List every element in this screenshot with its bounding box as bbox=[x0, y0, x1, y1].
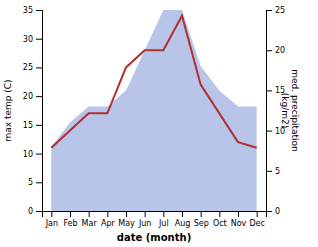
tick: Feb bbox=[63, 211, 77, 228]
tick-mark bbox=[36, 125, 42, 126]
tick-mark bbox=[70, 211, 71, 217]
tick-mark bbox=[266, 171, 272, 172]
tick-label: Dec bbox=[249, 219, 264, 228]
tick-mark bbox=[145, 211, 146, 217]
tick-label: 35 bbox=[23, 6, 33, 15]
tick-label: Apr bbox=[101, 219, 116, 228]
y-axis-title: max temp (C) bbox=[3, 79, 13, 141]
line bbox=[51, 16, 256, 148]
tick: Jul bbox=[158, 211, 169, 228]
tick: 5 bbox=[28, 178, 42, 187]
tick: 0 bbox=[28, 207, 42, 216]
tick: Oct bbox=[213, 211, 227, 228]
tick-label: 5 bbox=[275, 167, 280, 176]
tick: 25 bbox=[266, 6, 285, 15]
tick-mark bbox=[257, 211, 258, 217]
tick: 15 bbox=[23, 121, 42, 130]
tick: May bbox=[118, 211, 135, 228]
tick-label: Aug bbox=[175, 219, 191, 228]
tick-label: Mar bbox=[82, 219, 98, 228]
area bbox=[51, 10, 256, 211]
tick: 25 bbox=[23, 63, 42, 72]
tick: 0 bbox=[266, 207, 280, 216]
tick-label: Jan bbox=[45, 219, 58, 228]
tick: Jun bbox=[138, 211, 152, 228]
tick-label: Jun bbox=[138, 219, 152, 228]
tick: Dec bbox=[249, 211, 264, 228]
plot: Jan Feb MarAprMayJun Jul AugSep Oct NovDec 0 5 10… bbox=[23, 6, 285, 228]
y-axis: 0 5 10 15 20 25 30 35 bbox=[23, 6, 43, 216]
tick-mark bbox=[36, 182, 42, 183]
tick-label: Jul bbox=[158, 219, 169, 228]
tick-mark bbox=[36, 39, 42, 40]
tick-mark bbox=[89, 211, 90, 217]
tick-mark bbox=[266, 131, 272, 132]
tick-label: Oct bbox=[213, 219, 227, 228]
tick: Jan bbox=[45, 211, 58, 228]
tick: Nov bbox=[231, 211, 247, 228]
tick-label: 20 bbox=[23, 92, 33, 101]
tick-label: 5 bbox=[28, 178, 33, 187]
tick-label: 25 bbox=[23, 63, 33, 72]
tick: 20 bbox=[23, 92, 42, 101]
axis-line bbox=[267, 11, 273, 212]
tick-label: Sep bbox=[194, 219, 209, 228]
chart: Jan Feb MarAprMayJun Jul AugSep Oct NovDec 0 5 10… bbox=[0, 0, 318, 247]
tick-mark bbox=[201, 211, 202, 217]
tick: Sep bbox=[194, 211, 209, 228]
tick-mark bbox=[36, 154, 42, 155]
tick-mark bbox=[266, 50, 272, 51]
tick-label: 20 bbox=[275, 46, 285, 55]
tick-mark bbox=[36, 10, 42, 11]
tick-label: Nov bbox=[231, 219, 247, 228]
tick: Mar bbox=[82, 211, 98, 228]
tick-mark bbox=[219, 211, 220, 217]
x-axis: Jan Feb MarAprMayJun Jul AugSep Oct NovDec bbox=[43, 211, 267, 228]
tick: 20 bbox=[266, 46, 285, 55]
tick: Aug bbox=[175, 211, 191, 228]
tick-label: 0 bbox=[28, 207, 33, 216]
x-axis-title: date (month) bbox=[117, 232, 191, 243]
tick-mark bbox=[36, 211, 42, 212]
axis-line bbox=[43, 212, 267, 218]
tick-label: 10 bbox=[23, 150, 33, 159]
tick-mark bbox=[182, 211, 183, 217]
y2-axis-title: med. precipitation(kg/m2) bbox=[280, 69, 300, 151]
tick-mark bbox=[36, 67, 42, 68]
tick-mark bbox=[163, 211, 164, 217]
tick-label: 30 bbox=[23, 35, 33, 44]
tick: 35 bbox=[23, 6, 42, 15]
tick-label: Feb bbox=[63, 219, 77, 228]
tick-label: 25 bbox=[275, 6, 285, 15]
axis-line bbox=[36, 11, 43, 212]
tick: 10 bbox=[23, 150, 42, 159]
tick-label: 15 bbox=[23, 121, 33, 130]
title-line: (kg/m2) bbox=[280, 93, 290, 128]
tick-mark bbox=[51, 211, 52, 217]
tick-mark bbox=[266, 90, 272, 91]
tick: 30 bbox=[23, 35, 42, 44]
tick: Apr bbox=[101, 211, 116, 228]
tick-label: 0 bbox=[275, 207, 280, 216]
title-line: med. precipitation bbox=[290, 69, 300, 151]
tick-mark bbox=[36, 96, 42, 97]
tick-mark bbox=[107, 211, 108, 217]
tick-mark bbox=[266, 10, 272, 11]
tick-label: May bbox=[118, 219, 135, 228]
tick-mark bbox=[266, 211, 272, 212]
marks bbox=[51, 10, 256, 211]
tick: 5 bbox=[266, 167, 280, 176]
tick-mark bbox=[126, 211, 127, 217]
tick-mark bbox=[238, 211, 239, 217]
